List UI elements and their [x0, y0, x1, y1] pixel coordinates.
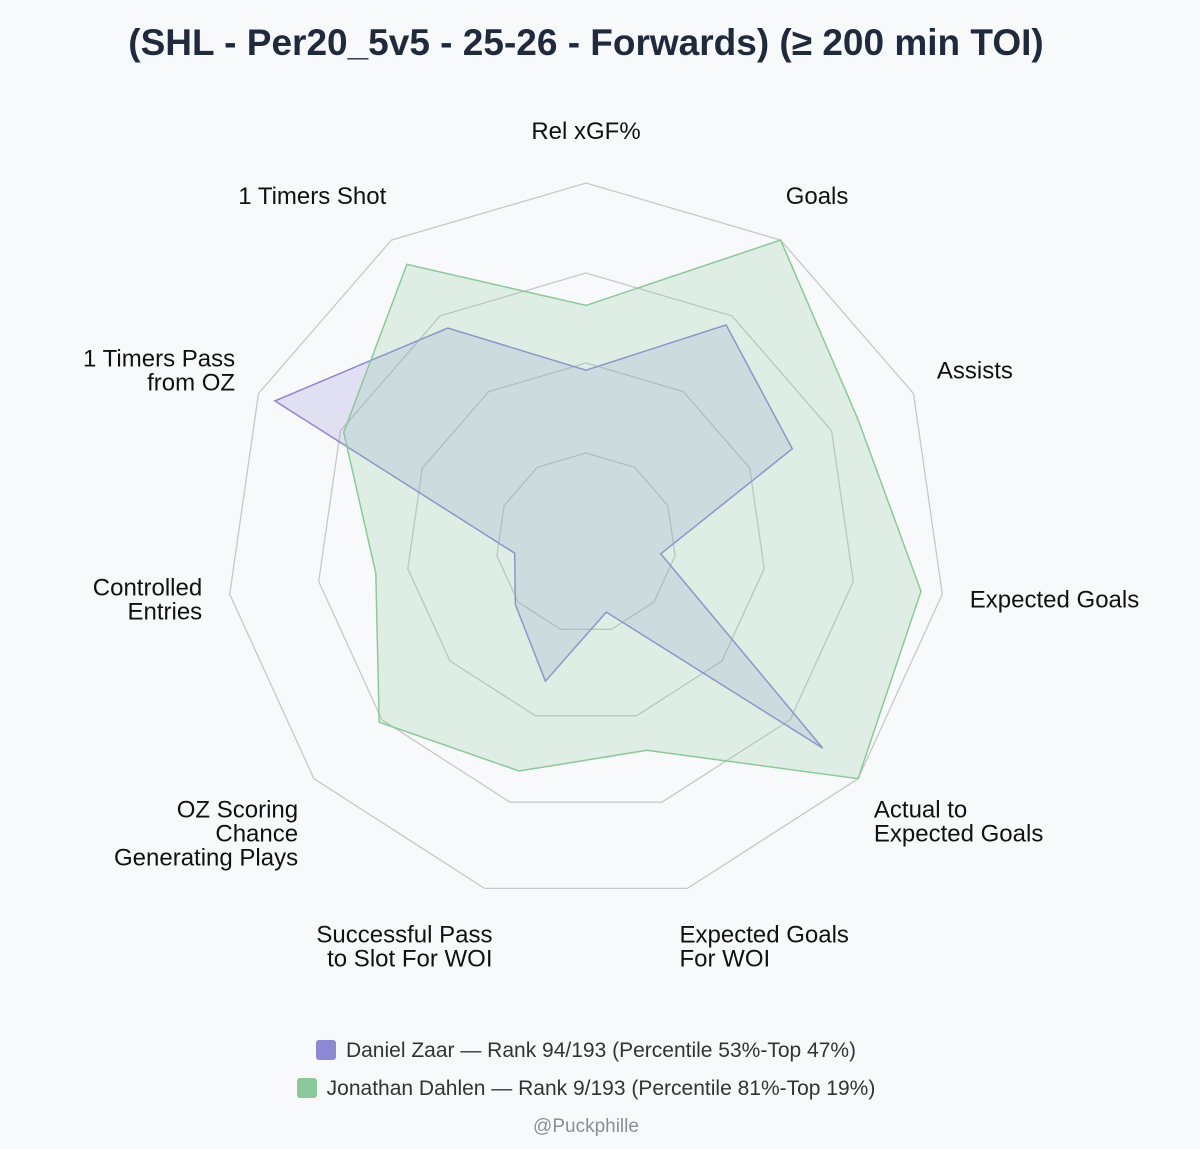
legend-item-jonathan-dahlen[interactable]: Jonathan Dahlen — Rank 9/193 (Percentile… — [0, 1077, 1172, 1101]
series-daniel-zaar — [273, 323, 824, 749]
axis-label-line: 1 Timers Shot — [238, 183, 386, 210]
grid-ring-25 — [496, 452, 676, 631]
axis-label-line: Chance — [215, 821, 298, 848]
axis-label-8: OZ Scoring Chance Generating Plays — [114, 797, 298, 872]
axis-label-7: Successful Pass to Slot For WOI — [316, 922, 492, 973]
axis-label-11: 1 Timers Shot — [238, 183, 386, 210]
legend-label: Jonathan Dahlen — Rank 9/193 (Percentile… — [326, 1077, 876, 1100]
axis-label-line: Controlled — [93, 575, 202, 602]
axis-label-1: Rel xGF% — [531, 118, 640, 145]
axis-label-3: Assists — [937, 358, 1013, 385]
axis-label-line: Expected Goals — [680, 922, 849, 949]
legend-item-daniel-zaar[interactable]: Daniel Zaar — Rank 94/193 (Percentile 53… — [0, 1039, 1172, 1063]
axis-label-line: 1 Timers Pass — [83, 346, 235, 373]
credit-handle: @Puckphille — [533, 1116, 639, 1137]
axis-label-line: Rel xGF% — [531, 118, 640, 145]
axis-label-line: Actual to — [874, 797, 967, 824]
axis-label-line: Generating Plays — [114, 845, 298, 872]
axis-label-6: Expected Goals For WOI — [680, 922, 849, 973]
axis-label-line: Goals — [786, 183, 849, 210]
axis-label-line: from OZ — [147, 370, 235, 397]
grid-ring-75 — [318, 272, 854, 803]
axis-label-5: Actual to Expected Goals — [874, 797, 1043, 848]
axis-label-line: to Slot For WOI — [327, 946, 492, 973]
axis-label-line: Assists — [937, 358, 1013, 385]
axis-label-4: Expected Goals — [970, 587, 1139, 614]
axis-label-10: 1 Timers Pass from OZ — [83, 346, 235, 397]
axis-label-line: Expected Goals — [874, 821, 1043, 848]
axis-label-9: Controlled Entries — [93, 575, 202, 626]
axis-label-2: Goals — [786, 183, 849, 210]
chart-title: (SHL - Per20_5v5 - 25-26 - Forwards) (≥ … — [128, 22, 1044, 63]
series-jonathan-dahlen — [342, 239, 922, 780]
legend-label: Daniel Zaar — Rank 94/193 (Percentile 53… — [345, 1039, 857, 1062]
legend-swatch-jonathan-dahlen — [296, 1078, 317, 1098]
grid-ring-100 — [229, 182, 943, 890]
axis-label-line: Expected Goals — [970, 587, 1139, 614]
axis-label-line: OZ Scoring — [177, 797, 298, 824]
axis-label-line: Successful Pass — [316, 922, 492, 949]
grid-ring-50 — [407, 362, 765, 717]
axis-label-line: For WOI — [680, 946, 771, 973]
radar-grid — [229, 182, 943, 890]
legend-swatch-daniel-zaar — [315, 1040, 336, 1060]
axis-label-line: Entries — [127, 599, 202, 626]
radar-series — [273, 239, 922, 780]
